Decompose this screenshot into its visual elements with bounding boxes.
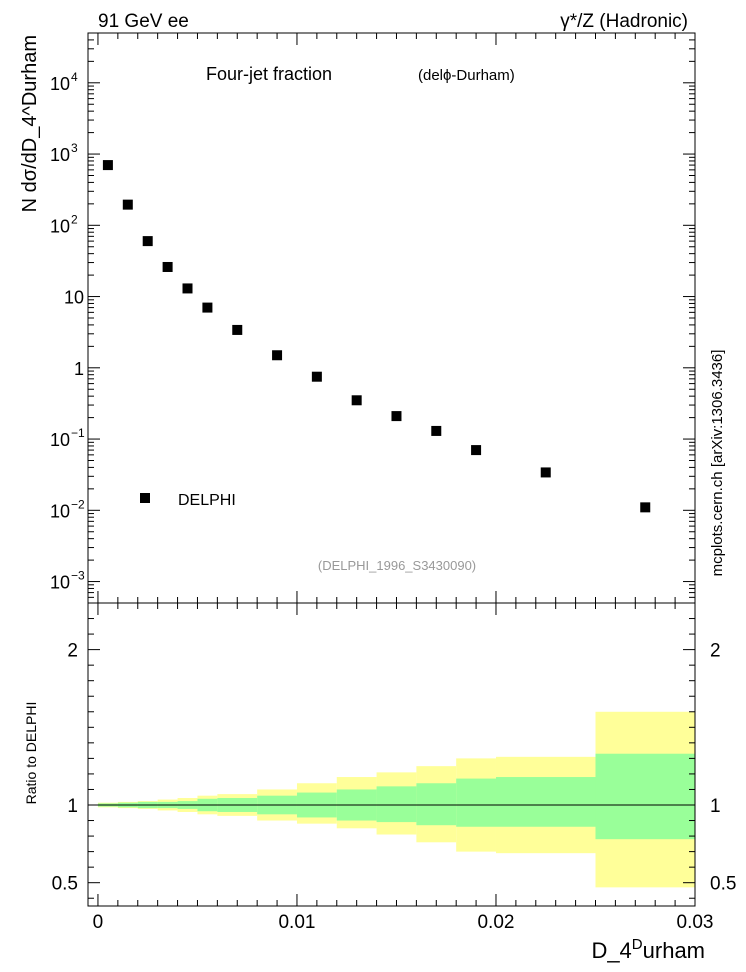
y-tick-label: 10 — [50, 216, 70, 236]
data-point — [182, 283, 193, 294]
x-axis-label-base: D_4 — [591, 938, 631, 963]
ratio-inner-band — [595, 753, 695, 840]
x-tick-label: 0.03 — [677, 912, 714, 933]
header-left-label: 91 GeV ee — [98, 11, 189, 32]
data-point — [311, 371, 322, 382]
data-point — [540, 467, 551, 478]
y-tick-label: 10 — [64, 288, 84, 308]
y-tick-label: 10 — [50, 145, 70, 165]
data-point — [431, 425, 442, 436]
header-right-label: γ*/Z (Hadronic) — [560, 11, 688, 32]
x-axis-label: D_4Durham — [591, 936, 705, 963]
ratio-inner-band — [495, 777, 596, 827]
y-tick-label: 10 — [50, 573, 70, 593]
y-tick-exponent: −3 — [71, 569, 85, 583]
x-axis-label-superscript: D — [632, 936, 643, 953]
y-tick-label: 10 — [50, 430, 70, 450]
y-tick-exponent: 4 — [71, 70, 78, 84]
chart-title: Four-jet fraction — [206, 64, 332, 84]
y-tick-exponent: 3 — [71, 141, 78, 155]
watermark-side-label: mcplots.cern.ch [arXiv:1306.3436] — [709, 350, 726, 577]
data-point — [122, 199, 133, 210]
x-tick-label: 0 — [93, 912, 104, 933]
y-tick-exponent: 2 — [71, 212, 78, 226]
legend-marker — [140, 493, 150, 503]
ratio-inner-band — [376, 786, 417, 823]
y-tick-exponent: −2 — [71, 497, 85, 511]
y-tick-label: 10 — [50, 501, 70, 521]
data-point — [102, 160, 113, 171]
ratio-y-tick-label: 1 — [67, 796, 78, 817]
data-point — [391, 411, 402, 422]
data-point — [162, 261, 173, 272]
data-point — [471, 445, 482, 456]
ratio-plot-frame — [87, 602, 696, 907]
x-tick-label: 0.01 — [278, 912, 315, 933]
main-plot-frame — [87, 32, 696, 604]
ratio-y-tick-label: 2 — [67, 641, 78, 662]
chart-subtitle: (delϕ-Durham) — [418, 67, 515, 84]
data-point — [640, 502, 651, 513]
analysis-label: (DELPHI_1996_S3430090) — [318, 558, 476, 573]
ratio-panel: 0.5 0.5 1 1 2 2 0 0.01 0.02 0.03 Ratio to DELPHI D_… — [23, 602, 736, 963]
ratio-inner-band — [456, 778, 496, 827]
ratio-y-tick-label: 0.5 — [52, 874, 78, 895]
y-tick-label: 10 — [50, 74, 70, 94]
x-axis-label-rest: urham — [643, 938, 705, 963]
y-axis-label: N dσ/dD_4^Durham — [19, 35, 41, 212]
ratio-y-axis-label: Ratio to DELPHI — [23, 702, 39, 805]
x-tick-label: 0.02 — [477, 912, 514, 933]
legend-label: DELPHI — [178, 492, 236, 509]
ratio-y-tick-label-right: 2 — [710, 641, 721, 662]
data-point — [272, 350, 283, 361]
ratio-y-tick-label-right: 1 — [710, 796, 721, 817]
ratio-y-tick-label-right: 0.5 — [710, 874, 736, 895]
data-point — [142, 236, 153, 247]
y-tick-label: 1 — [74, 359, 84, 379]
data-point — [232, 324, 243, 335]
data-point — [351, 395, 362, 406]
data-point — [202, 302, 213, 313]
ratio-inner-band — [416, 783, 457, 826]
y-tick-exponent: −1 — [71, 426, 85, 440]
